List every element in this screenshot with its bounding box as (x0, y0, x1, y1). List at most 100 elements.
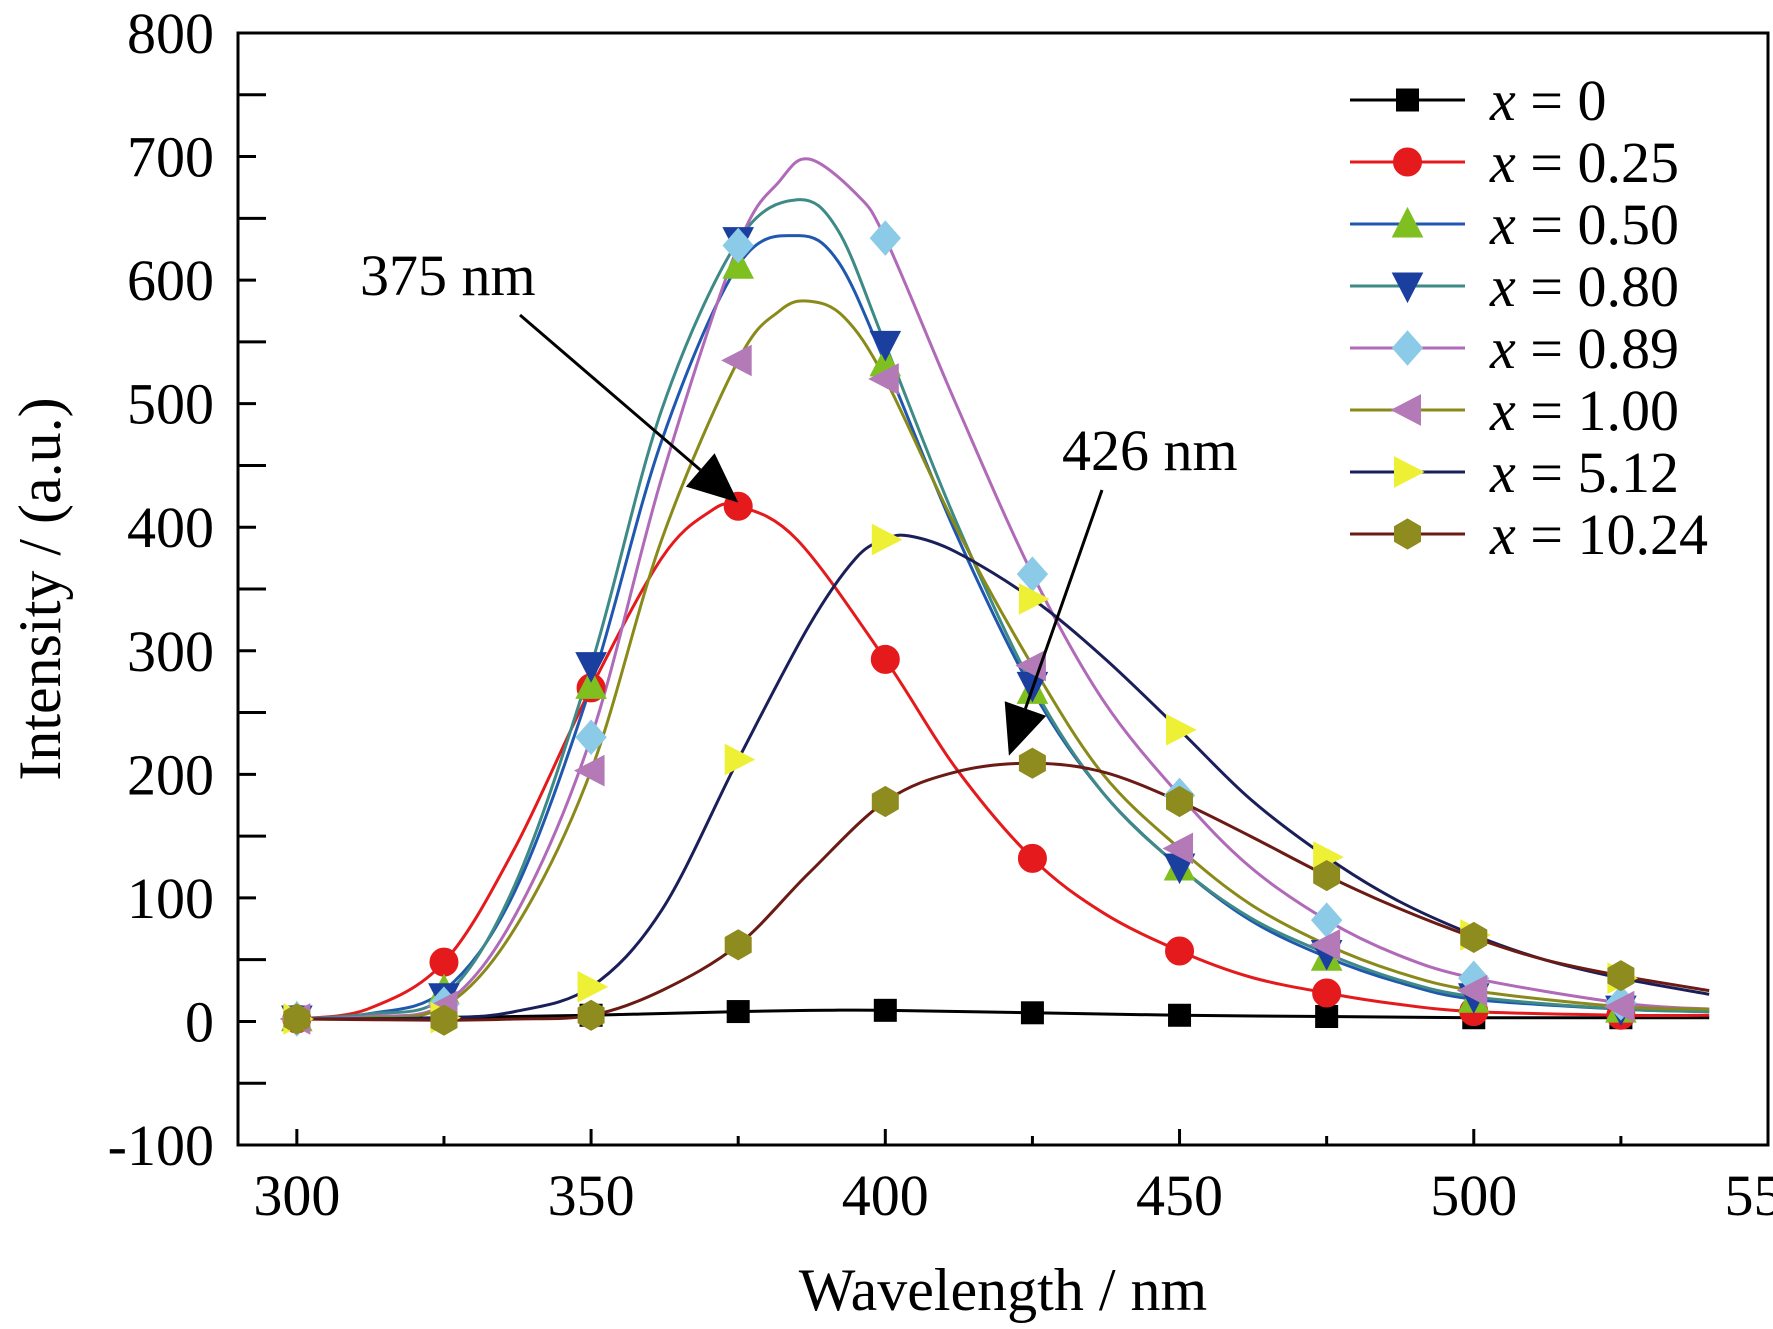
legend-value: = 0.80 (1516, 254, 1679, 319)
annotation-arrow (519, 313, 702, 472)
legend-marker (1391, 272, 1424, 304)
legend-variable: x (1489, 68, 1516, 133)
legend-label: x = 5.12 (1489, 440, 1679, 505)
legend-value: = 0.89 (1516, 316, 1679, 381)
annotation-arrowhead (1004, 701, 1047, 756)
data-point-series-2 (575, 668, 607, 699)
data-point-series-1 (429, 947, 459, 977)
data-point-series-4 (722, 227, 754, 264)
data-point-series-6 (577, 971, 609, 1003)
data-point-series-0 (726, 1000, 750, 1024)
legend-label: x = 10.24 (1489, 502, 1708, 567)
data-point-series-1 (1017, 843, 1047, 873)
legend: x = 0x = 0.25x = 0.50x = 0.80x = 0.89x =… (1350, 68, 1708, 567)
data-point-series-0 (873, 998, 897, 1022)
y-tick-label: 500 (127, 372, 214, 437)
legend-marker (1394, 456, 1425, 488)
legend-item: x = 0.25 (1350, 130, 1679, 195)
annotations: 375 nm 426 nm (360, 243, 1238, 756)
x-axis-title: Wavelength / nm (799, 1257, 1207, 1323)
legend-label: x = 0.50 (1489, 192, 1679, 257)
legend-value: = 1.00 (1516, 378, 1679, 443)
legend-item: x = 0 (1350, 68, 1606, 133)
legend-label: x = 0.25 (1489, 130, 1679, 195)
legend-label: x = 1.00 (1489, 378, 1679, 443)
data-point-series-0 (1168, 1003, 1192, 1027)
data-point-series-6 (1166, 714, 1197, 746)
legend-marker (1394, 518, 1421, 550)
legend-item: x = 0.89 (1350, 316, 1679, 381)
y-tick-label: 200 (127, 742, 214, 807)
data-point-series-6 (724, 743, 756, 776)
y-axis-ticks: -100 0 100 200 300 400 500 600 700 800 (108, 1, 266, 1178)
data-point-series-2 (722, 248, 755, 279)
data-point-series-7 (577, 999, 605, 1031)
x-axis-ticks: 300 350 400 450 500 550 (253, 1129, 1773, 1228)
y-tick-label: 300 (127, 619, 214, 684)
legend-variable: x (1489, 440, 1516, 505)
y-tick-label: -100 (108, 1113, 214, 1178)
data-point-series-5 (1456, 974, 1488, 1007)
x-tick-label: 450 (1136, 1163, 1223, 1228)
legend-item: x = 1.00 (1350, 378, 1679, 443)
data-point-series-0 (1020, 1001, 1044, 1025)
x-tick-label: 400 (842, 1163, 929, 1228)
x-tick-label: 500 (1430, 1163, 1517, 1228)
legend-item: x = 5.12 (1350, 440, 1679, 505)
data-point-series-5 (1162, 832, 1194, 865)
legend-marker (1393, 147, 1422, 177)
legend-marker (1396, 88, 1419, 112)
data-point-series-7 (283, 1003, 311, 1035)
x-tick-label: 300 (253, 1163, 340, 1228)
series-line-1 (296, 502, 1710, 1021)
legend-item: x = 0.80 (1350, 254, 1679, 319)
legend-value: = 0.25 (1516, 130, 1679, 195)
legend-variable: x (1489, 316, 1516, 381)
legend-label: x = 0.80 (1489, 254, 1679, 319)
annotation-label: 426 nm (1062, 418, 1238, 483)
data-point-series-7 (871, 785, 899, 818)
data-point-series-6 (1018, 583, 1050, 615)
x-tick-label: 550 (1725, 1163, 1773, 1228)
y-tick-label: 0 (185, 989, 214, 1054)
legend-label: x = 0 (1489, 68, 1606, 133)
legend-variable: x (1489, 378, 1516, 443)
legend-marker (1391, 206, 1424, 238)
data-point-series-1 (870, 644, 900, 674)
legend-item: x = 0.50 (1350, 192, 1679, 257)
legend-marker (1390, 394, 1421, 426)
data-point-series-3 (575, 652, 607, 683)
legend-value: = 0 (1516, 68, 1607, 133)
data-point-series-5 (868, 363, 899, 395)
data-point-series-5 (1309, 929, 1341, 961)
legend-value: = 0.50 (1516, 192, 1679, 257)
plot-frame (236, 31, 1770, 1147)
legend-item: x = 10.24 (1350, 502, 1708, 567)
data-point-series-7 (1166, 785, 1193, 818)
data-point-series-7 (1607, 960, 1635, 992)
legend-label: x = 0.89 (1489, 316, 1679, 381)
legend-variable: x (1489, 254, 1516, 319)
data-point-series-7 (1460, 921, 1488, 953)
annotation-arrowhead (685, 453, 739, 503)
data-point-series-4 (869, 220, 901, 256)
legend-variable: x (1489, 130, 1516, 195)
data-point-series-7 (724, 929, 752, 961)
data-point-series-1 (1312, 978, 1342, 1008)
series-markers (279, 220, 1638, 1037)
legend-variable: x (1489, 192, 1516, 257)
y-tick-label: 700 (127, 125, 214, 190)
data-point-series-1 (1165, 936, 1195, 966)
data-point-series-4 (575, 719, 607, 756)
series-line-2 (296, 234, 1710, 1021)
y-tick-label: 100 (127, 866, 214, 931)
y-tick-label: 400 (127, 495, 214, 560)
series-line-6 (296, 533, 1710, 1021)
legend-value: = 5.12 (1516, 440, 1679, 505)
data-point-series-3 (869, 330, 902, 362)
annotation-label: 375 nm (360, 243, 536, 308)
data-point-series-0 (1315, 1005, 1339, 1029)
x-tick-label: 350 (548, 1163, 635, 1228)
data-point-series-5 (1603, 990, 1635, 1023)
